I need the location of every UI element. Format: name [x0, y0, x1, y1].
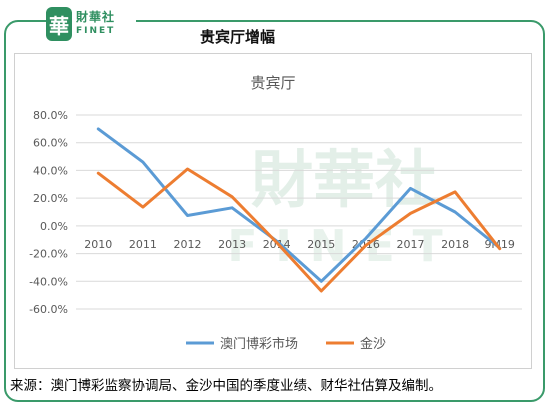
- legend-label-2: 金沙: [360, 336, 386, 352]
- x-tick-label: 2012: [174, 238, 202, 251]
- outer-frame: [4, 20, 545, 402]
- brand-name-cn: 財華社: [76, 10, 116, 24]
- brand-text: 財華社 FINET: [76, 10, 115, 38]
- watermark-cn: 財華社: [251, 143, 437, 216]
- page-title: 贵宾厅增幅: [200, 28, 276, 46]
- x-tick-label: 2015: [307, 238, 335, 251]
- y-tick-label: 40.0%: [33, 164, 68, 177]
- y-tick-label: 60.0%: [33, 137, 68, 150]
- y-tick-label: 0.0%: [40, 220, 68, 233]
- line-chart: 財華社FINET贵宾厅80.0%60.0%40.0%20.0%0.0%-20.0…: [29, 74, 522, 352]
- source-note: 来源：澳门博彩监察协调局、金沙中国的季度业绩、财华社估算及编制。: [10, 378, 442, 394]
- y-tick-label: -60.0%: [29, 303, 68, 316]
- chart-container: [14, 53, 532, 369]
- legend-label-1: 澳门博彩市场: [220, 336, 298, 352]
- brand-logo: 華 財華社 FINET: [46, 4, 136, 44]
- brand-name-en: FINET: [76, 26, 116, 36]
- x-tick-label: 2013: [218, 238, 246, 251]
- x-tick-label: 2017: [397, 238, 425, 251]
- x-tick-label: 2010: [84, 238, 112, 251]
- x-tick-label: 2018: [441, 238, 469, 251]
- y-tick-label: -20.0%: [29, 248, 68, 261]
- x-tick-label: 2011: [129, 238, 157, 251]
- series-line-2: [96, 167, 502, 293]
- y-tick-label: -40.0%: [29, 275, 68, 288]
- brand-badge: 華: [46, 7, 72, 41]
- chart-title: 贵宾厅: [250, 74, 295, 92]
- y-tick-label: 20.0%: [33, 192, 68, 205]
- y-tick-label: 80.0%: [33, 109, 68, 122]
